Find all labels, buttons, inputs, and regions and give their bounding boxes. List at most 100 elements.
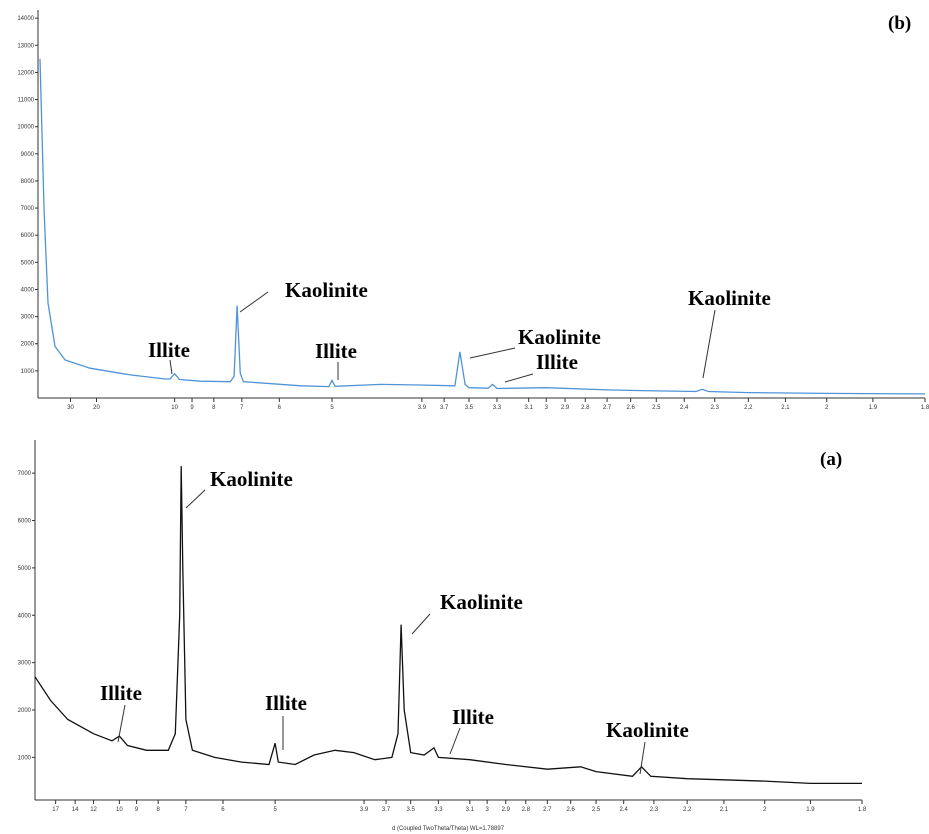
annotation-leader (504, 373, 534, 383)
x-tick-label: 2.7 (603, 405, 612, 411)
annotation: Kaolinite (285, 278, 368, 302)
x-tick-label: 30 (67, 405, 74, 411)
y-tick-label: 2000 (21, 342, 35, 348)
x-tick-label: 5 (273, 807, 277, 813)
x-tick-label: 9 (135, 807, 139, 813)
x-tick-label: 17 (52, 807, 59, 813)
x-tick-label: 2.3 (650, 807, 659, 813)
annotation: Kaolinite (440, 590, 523, 614)
annotation: Kaolinite (606, 718, 689, 742)
y-tick-label: 4000 (21, 287, 35, 293)
annotation: Illite (148, 338, 190, 362)
annotation: Illite (265, 691, 307, 715)
panel-title: (b) (888, 13, 911, 34)
x-tick-label: 3.9 (418, 405, 427, 411)
x-tick-label: 2.1 (781, 405, 790, 411)
y-tick-label: 14000 (17, 16, 34, 22)
annotation-leader (702, 309, 716, 379)
x-tick-label: 6 (221, 807, 225, 813)
x-tick-label: 2.7 (543, 807, 552, 813)
annotation: Illite (452, 705, 494, 729)
y-tick-label: 1000 (21, 369, 35, 375)
x-tick-label: 2.2 (683, 807, 692, 813)
annotation-leader (469, 347, 516, 359)
x-tick-label: 2.6 (567, 807, 576, 813)
y-tick-label: 10000 (17, 125, 34, 131)
y-tick-label: 3000 (21, 315, 35, 321)
x-tick-label: 9 (190, 405, 194, 411)
annotation: Kaolinite (688, 286, 771, 310)
x-tick-label: 3.9 (360, 807, 369, 813)
x-tick-label: 14 (72, 807, 79, 813)
annotation: Illite (536, 350, 578, 374)
x-tick-label: 2.2 (744, 405, 753, 411)
y-tick-label: 7000 (18, 471, 32, 477)
x-tick-label: 1.8 (921, 405, 929, 411)
x-tick-label: 2.5 (652, 405, 661, 411)
x-tick-label: 3.5 (406, 807, 415, 813)
y-tick-label: 1000 (18, 755, 32, 761)
x-tick-label: 2.3 (711, 405, 720, 411)
x-tick-label: 8 (156, 807, 160, 813)
annotation-leader (449, 727, 461, 755)
x-tick-label: 2.9 (502, 807, 511, 813)
x-tick-label: 3 (485, 807, 489, 813)
y-tick-label: 11000 (18, 98, 35, 104)
annotation-leader (411, 613, 431, 635)
x-tick-label: 6 (278, 405, 282, 411)
x-tick-label: 2.8 (522, 807, 531, 813)
y-tick-label: 3000 (18, 661, 32, 667)
x-tick-label: 10 (116, 807, 123, 813)
x-tick-label: 2.8 (581, 405, 590, 411)
annotation-leader (117, 704, 126, 743)
diffraction-line (39, 58, 926, 395)
annotation-leader (169, 359, 173, 375)
y-tick-label: 6000 (21, 233, 35, 239)
x-tick-label: 1.9 (806, 807, 815, 813)
annotation-leader (239, 291, 269, 313)
y-tick-label: 2000 (18, 708, 32, 714)
y-tick-label: 5000 (18, 566, 32, 572)
y-tick-label: 7000 (21, 206, 35, 212)
x-tick-label: 3.3 (434, 807, 443, 813)
y-tick-label: 5000 (21, 260, 35, 266)
x-tick-label: 3.1 (525, 405, 534, 411)
annotation: Kaolinite (518, 325, 601, 349)
x-tick-label: 2 (763, 807, 767, 813)
x-tick-label: 2 (825, 405, 829, 411)
x-tick-label: 1.9 (869, 405, 878, 411)
y-tick-label: 6000 (18, 519, 32, 525)
x-tick-label: 20 (93, 405, 100, 411)
x-tick-label: 7 (240, 405, 244, 411)
diffraction-line (34, 466, 862, 785)
y-tick-label: 12000 (17, 70, 34, 76)
y-tick-label: 8000 (21, 179, 35, 185)
x-tick-label: 8 (212, 405, 216, 411)
x-tick-label: 3.5 (465, 405, 474, 411)
x-tick-label: 2.1 (720, 807, 729, 813)
x-tick-label: 2.9 (561, 405, 570, 411)
x-tick-label: 1.8 (858, 807, 867, 813)
x-tick-label: 3 (545, 405, 549, 411)
x-tick-label: 3.7 (440, 405, 449, 411)
x-tick-label: 3.3 (493, 405, 502, 411)
x-tick-label: 2.4 (620, 807, 629, 813)
panel-title: (a) (820, 449, 842, 470)
x-tick-label: 2.4 (680, 405, 689, 411)
x-tick-label: 3.7 (382, 807, 391, 813)
x-tick-label: 7 (184, 807, 188, 813)
x-tick-label: 5 (330, 405, 334, 411)
y-tick-label: 9000 (21, 152, 35, 158)
x-tick-label: 2.5 (592, 807, 601, 813)
x-tick-label: 2.6 (627, 405, 636, 411)
x-tick-label: 12 (90, 807, 97, 813)
x-axis-label: d (Coupled TwoTheta/Theta) WL=1.78897 (392, 826, 505, 832)
x-tick-label: 3.1 (466, 807, 475, 813)
x-tick-label: 10 (171, 405, 178, 411)
annotation: Kaolinite (210, 467, 293, 491)
annotation: Illite (100, 681, 142, 705)
y-tick-label: 13000 (17, 43, 34, 49)
annotation-leader (185, 489, 206, 509)
y-tick-label: 4000 (18, 613, 32, 619)
